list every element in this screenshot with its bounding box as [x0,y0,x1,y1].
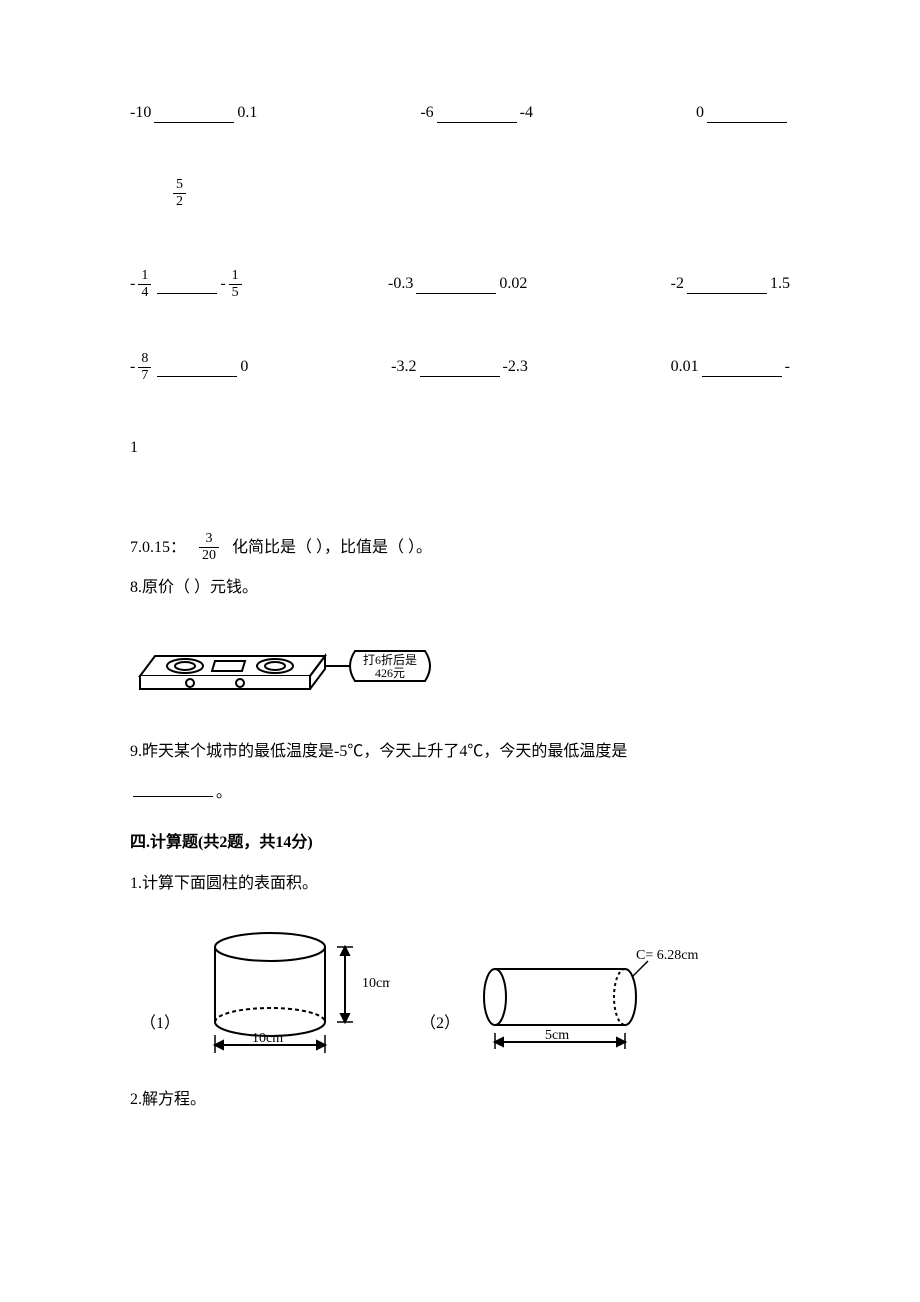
row3-trailing: 1 [130,435,790,461]
q9-suffix: 。 [216,784,232,801]
cmp-1b: -6 -4 [420,100,533,126]
question-9-line1: 9.昨天某个城市的最低温度是-5℃，今天上升了4℃，今天的最低温度是 [130,739,790,765]
val: 0 [240,354,248,380]
fraction: 3 20 [199,532,219,563]
val: - [785,354,790,380]
val: 1.5 [770,271,790,297]
cmp-1a: -10 0.1 [130,100,257,126]
val: -10 [130,100,151,126]
val: -4 [520,100,533,126]
neg: - [130,271,135,297]
blank [687,274,767,294]
tag-line2: 426元 [375,666,405,680]
s4-q1: 1.计算下面圆柱的表面积。 [130,871,790,897]
stove-icon: 打6折后是 426元 [130,621,440,711]
cyl2-circ: C= 6.28cm [636,948,698,963]
val: 0.02 [499,271,527,297]
isolated-fraction: 5 2 [170,178,790,209]
blank [702,357,782,377]
cyl2-label: （2） [420,1011,460,1037]
cyl1-diameter: 10cm [252,1031,283,1046]
neg: - [130,354,135,380]
numerator: 1 [138,269,151,284]
cmp-3a: - 8 7 0 [130,352,248,383]
blank [420,357,500,377]
val: -6 [420,100,433,126]
numerator: 1 [229,269,242,284]
cyl1-height: 10cm [362,976,390,991]
cylinder-2-icon: C= 6.28cm 5cm [470,947,700,1057]
numerator: 5 [173,178,186,193]
cmp-1c: 0 [696,100,790,126]
compare-row-1: -10 0.1 -6 -4 0 [130,100,790,126]
denominator: 5 [229,284,242,300]
blank [416,274,496,294]
blank [157,274,217,294]
cmp-2c: -2 1.5 [671,271,790,297]
q7-prefix: 7.0.15： [130,535,186,561]
cmp-3b: -3.2 -2.3 [391,354,528,380]
cylinder-1-icon: 10cm 10cm [190,927,390,1057]
val: -0.3 [388,271,413,297]
neg: - [220,271,225,297]
compare-row-3: - 8 7 0 -3.2 -2.3 0.01 - [130,352,790,383]
val: 0 [696,100,704,126]
blank [157,357,237,377]
blank [133,777,213,797]
val: 0.01 [671,354,699,380]
blank [437,103,517,123]
val: 0.1 [237,100,257,126]
numerator: 3 [203,532,216,547]
fraction: 1 5 [229,269,242,300]
numerator: 8 [138,352,151,367]
question-7: 7.0.15： 3 20 化简比是（ ），比值是（ ）。 [130,532,790,563]
cyl2-length: 5cm [545,1028,569,1043]
q7-text: 化简比是（ ），比值是（ ）。 [232,535,432,561]
stove-figure: 打6折后是 426元 [130,621,790,720]
question-8: 8.原价（ ）元钱。 [130,575,790,601]
cmp-2a: - 1 4 - 1 5 [130,269,245,300]
val: -3.2 [391,354,416,380]
blank [154,103,234,123]
blank [707,103,787,123]
cyl1-label: （1） [140,1011,180,1037]
denominator: 7 [138,367,151,383]
fraction: 1 4 [138,269,151,300]
s4-q2: 2.解方程。 [130,1087,790,1113]
denominator: 2 [173,193,186,209]
compare-row-2: - 1 4 - 1 5 -0.3 0.02 -2 1.5 [130,269,790,300]
question-9-line2: 。 [130,777,790,806]
section-4-header: 四.计算题(共2题，共14分) [130,830,790,856]
cmp-2b: -0.3 0.02 [388,271,527,297]
cylinder-figures: （1） 10cm 10cm （2） [140,927,790,1057]
val: -2.3 [503,354,528,380]
cmp-3c: 0.01 - [671,354,790,380]
denominator: 20 [199,547,219,563]
tag-line1: 打6折后是 [363,652,417,667]
fraction: 5 2 [173,178,186,209]
val: -2 [671,271,684,297]
denominator: 4 [138,284,151,300]
fraction: 8 7 [138,352,151,383]
